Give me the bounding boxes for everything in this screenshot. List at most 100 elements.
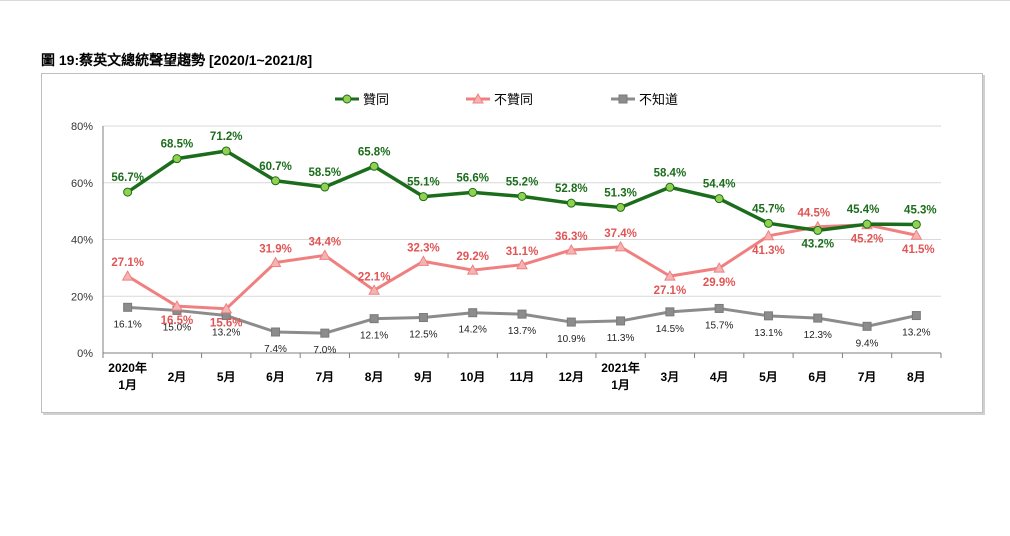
data-label-disapprove: 34.4% — [309, 236, 342, 248]
x-year-label: 2020年 — [108, 360, 147, 375]
data-point — [517, 309, 527, 319]
figure-title: 圖 19:蔡英文總統聲望趨勢 [2020/1~2021/8] — [41, 52, 313, 68]
data-label-disapprove: 45.2% — [851, 234, 884, 246]
data-label-approve: 45.7% — [752, 203, 785, 215]
data-label-disapprove: 37.4% — [604, 228, 637, 240]
data-label-disapprove: 15.6% — [210, 318, 243, 330]
data-label-disapprove: 32.3% — [407, 242, 440, 254]
data-point — [763, 218, 773, 228]
gridlines — [103, 125, 941, 297]
data-label-unknown: 13.1% — [754, 328, 782, 339]
data-label-approve: 58.5% — [309, 167, 342, 179]
data-label-unknown: 16.1% — [113, 319, 141, 330]
data-label-disapprove: 16.5% — [161, 315, 194, 327]
data-point — [566, 317, 576, 327]
legend-label-unknown: 不知道 — [639, 92, 678, 107]
series-lines — [121, 146, 923, 338]
data-point — [418, 192, 428, 202]
x-tick-label: 8月 — [907, 370, 926, 384]
data-point — [910, 229, 923, 240]
data-point — [468, 187, 478, 197]
data-point — [618, 94, 628, 104]
x-tick-label: 1月 — [611, 378, 630, 392]
data-point — [123, 302, 133, 312]
data-label-approve: 65.8% — [358, 146, 391, 158]
data-point — [466, 264, 479, 275]
trend-line-chart: 0% 20% 40% 60% 80% 2020年 1月 2月 5月 6月 7月 8月 9月 10月 11月 1… — [71, 92, 942, 392]
data-label-approve: 60.7% — [259, 161, 292, 173]
data-label-unknown: 12.5% — [409, 330, 437, 341]
data-label-unknown: 13.7% — [508, 326, 536, 337]
x-tick-label: 7月 — [858, 370, 877, 384]
y-tick-label: 80% — [71, 121, 93, 133]
data-point — [664, 270, 676, 281]
data-point — [616, 202, 626, 212]
x-tick-label: 11月 — [510, 370, 535, 384]
data-point — [862, 219, 872, 229]
axes: 0% 20% 40% 60% 80% 2020年 1月 2月 5月 6月 7月 8月 9月 10月 11月 1… — [71, 121, 942, 392]
data-point — [472, 92, 484, 104]
data-point — [172, 154, 182, 164]
data-label-disapprove: 31.9% — [259, 243, 292, 255]
data-point — [271, 327, 281, 337]
data-label-approve: 54.4% — [703, 179, 736, 191]
data-label-unknown: 14.5% — [656, 324, 684, 335]
data-label-unknown: 13.2% — [212, 328, 240, 339]
data-label-disapprove: 27.1% — [654, 285, 687, 297]
data-point — [516, 258, 528, 270]
data-label-unknown: 10.9% — [557, 334, 585, 345]
data-point — [369, 314, 379, 324]
data-point — [417, 255, 430, 266]
x-tick-label: 6月 — [266, 370, 285, 384]
data-label-approve: 71.2% — [210, 131, 243, 143]
data-point — [911, 219, 921, 229]
data-label-disapprove: 22.1% — [358, 271, 391, 283]
data-label-approve: 51.3% — [604, 187, 637, 199]
data-point — [911, 311, 921, 321]
y-tick-label: 40% — [71, 235, 93, 247]
data-point — [813, 225, 823, 235]
x-tick-label: 5月 — [759, 370, 778, 384]
data-point — [616, 316, 626, 326]
data-point — [220, 302, 233, 314]
x-tick-label: 12月 — [559, 370, 584, 384]
x-tick-label: 5月 — [217, 370, 236, 384]
data-label-unknown: 15.0% — [163, 322, 191, 333]
x-tick-label: 9月 — [414, 370, 433, 384]
data-label-unknown: 9.4% — [856, 338, 879, 349]
data-point — [565, 243, 578, 255]
data-label-unknown: 7.4% — [264, 344, 287, 355]
data-labels: 16.1% 15.0% 13.2% 7.4% 7.0% 12.1% 12.5% 14.2% 13… — [111, 131, 936, 356]
data-label-unknown: 13.2% — [902, 328, 930, 339]
data-label-unknown: 15.7% — [705, 320, 733, 331]
data-label-disapprove: 31.1% — [506, 246, 539, 258]
data-label-disapprove: 36.3% — [555, 231, 588, 243]
data-point — [271, 176, 281, 186]
data-label-approve: 68.5% — [161, 139, 194, 151]
x-tick-label: 1月 — [118, 378, 137, 392]
data-point — [171, 300, 183, 311]
data-point — [269, 256, 282, 267]
x-tick-label: 2月 — [168, 370, 187, 384]
data-point — [714, 194, 724, 204]
data-label-approve: 56.6% — [456, 172, 489, 184]
data-label-approve: 45.3% — [904, 204, 937, 216]
data-point — [320, 182, 330, 192]
data-label-unknown: 7.0% — [313, 345, 336, 356]
data-point — [665, 307, 675, 317]
x-tick-label: 6月 — [808, 370, 827, 384]
data-point — [762, 229, 775, 241]
data-label-disapprove: 29.2% — [456, 251, 489, 263]
data-point — [517, 191, 527, 201]
data-label-disapprove: 41.3% — [752, 245, 785, 257]
data-label-approve: 43.2% — [801, 238, 834, 250]
data-label-unknown: 12.3% — [804, 330, 832, 341]
y-tick-label: 20% — [71, 291, 93, 303]
data-label-approve: 58.4% — [654, 167, 687, 179]
data-label-disapprove: 27.1% — [111, 257, 144, 269]
x-tick-label: 7月 — [315, 370, 334, 384]
legend-label-approve: 贊同 — [363, 92, 389, 107]
y-tick-label: 60% — [71, 178, 93, 190]
data-point — [713, 262, 726, 273]
legend: 贊同 不贊同 不知道 — [335, 92, 678, 107]
